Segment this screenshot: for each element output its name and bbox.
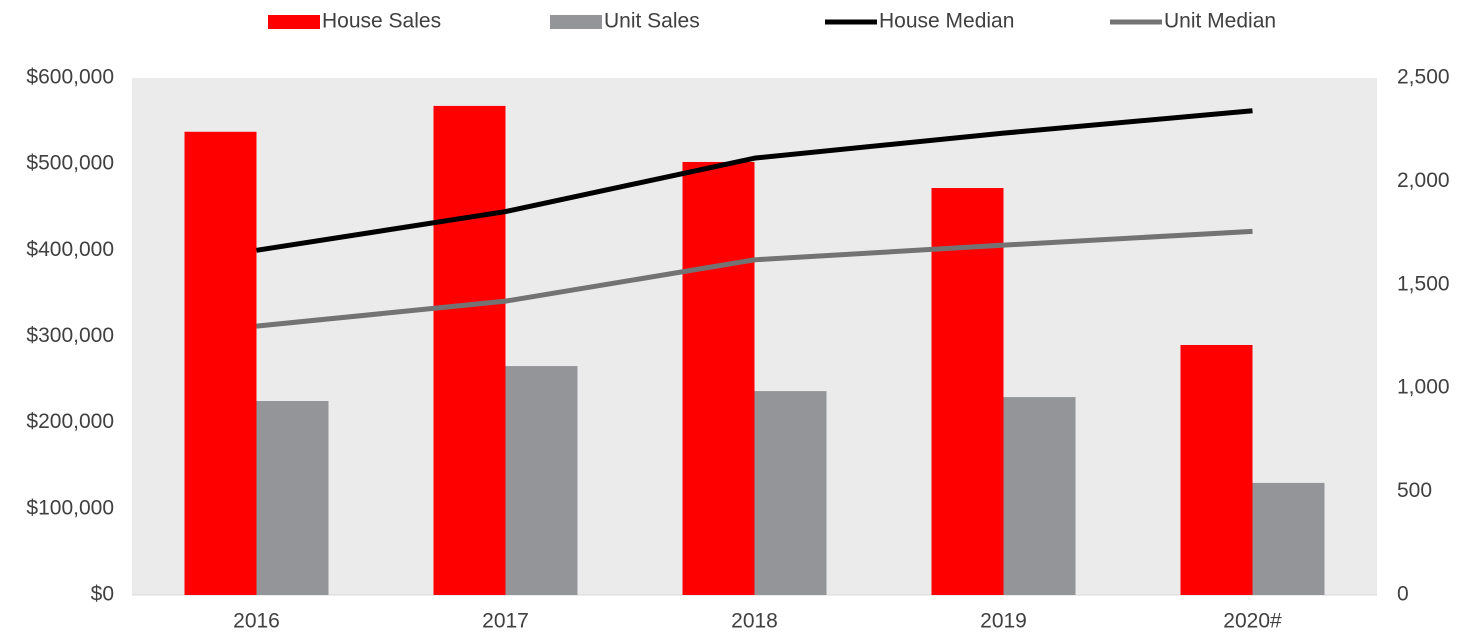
bar: [1180, 344, 1253, 595]
bar: [256, 401, 329, 595]
y2-tick-label: 1,000: [1397, 376, 1450, 399]
y-tick-label: $200,000: [26, 410, 114, 433]
legend-swatch: [268, 15, 320, 29]
y2-tick-label: 1,500: [1397, 272, 1450, 295]
y2-tick-label: 0: [1397, 583, 1409, 606]
x-tick-label: 2017: [482, 610, 529, 633]
y2-tick-label: 2,500: [1397, 66, 1450, 89]
y-tick-label: $500,000: [26, 152, 114, 175]
bar: [931, 188, 1004, 596]
x-tick-label: 2019: [980, 610, 1027, 633]
x-tick-label: 2016: [233, 610, 280, 633]
y2-tick-label: 500: [1397, 479, 1432, 502]
bar: [1003, 397, 1076, 595]
y-tick-label: $100,000: [26, 496, 114, 519]
bar: [1252, 482, 1325, 595]
bar: [754, 391, 827, 595]
y-tick-label: $300,000: [26, 324, 114, 347]
line: [256, 228, 1253, 329]
x-tick-label: 2020#: [1223, 610, 1282, 633]
x-tick-label: 2018: [731, 610, 778, 633]
y2-tick-label: 2,000: [1397, 169, 1450, 192]
y-tick-label: $400,000: [26, 238, 114, 261]
legend-label: Unit Median: [1164, 10, 1276, 33]
bar: [184, 131, 257, 595]
bar: [682, 161, 755, 595]
bar: [433, 105, 506, 595]
legend-label: House Median: [879, 10, 1014, 33]
legend-swatch: [550, 15, 602, 29]
bar: [505, 366, 578, 595]
line: [256, 108, 1253, 253]
y-tick-label: $600,000: [26, 66, 114, 89]
legend-label: House Sales: [322, 10, 441, 33]
legend-label: Unit Sales: [604, 10, 700, 33]
y-tick-label: $0: [91, 583, 114, 606]
